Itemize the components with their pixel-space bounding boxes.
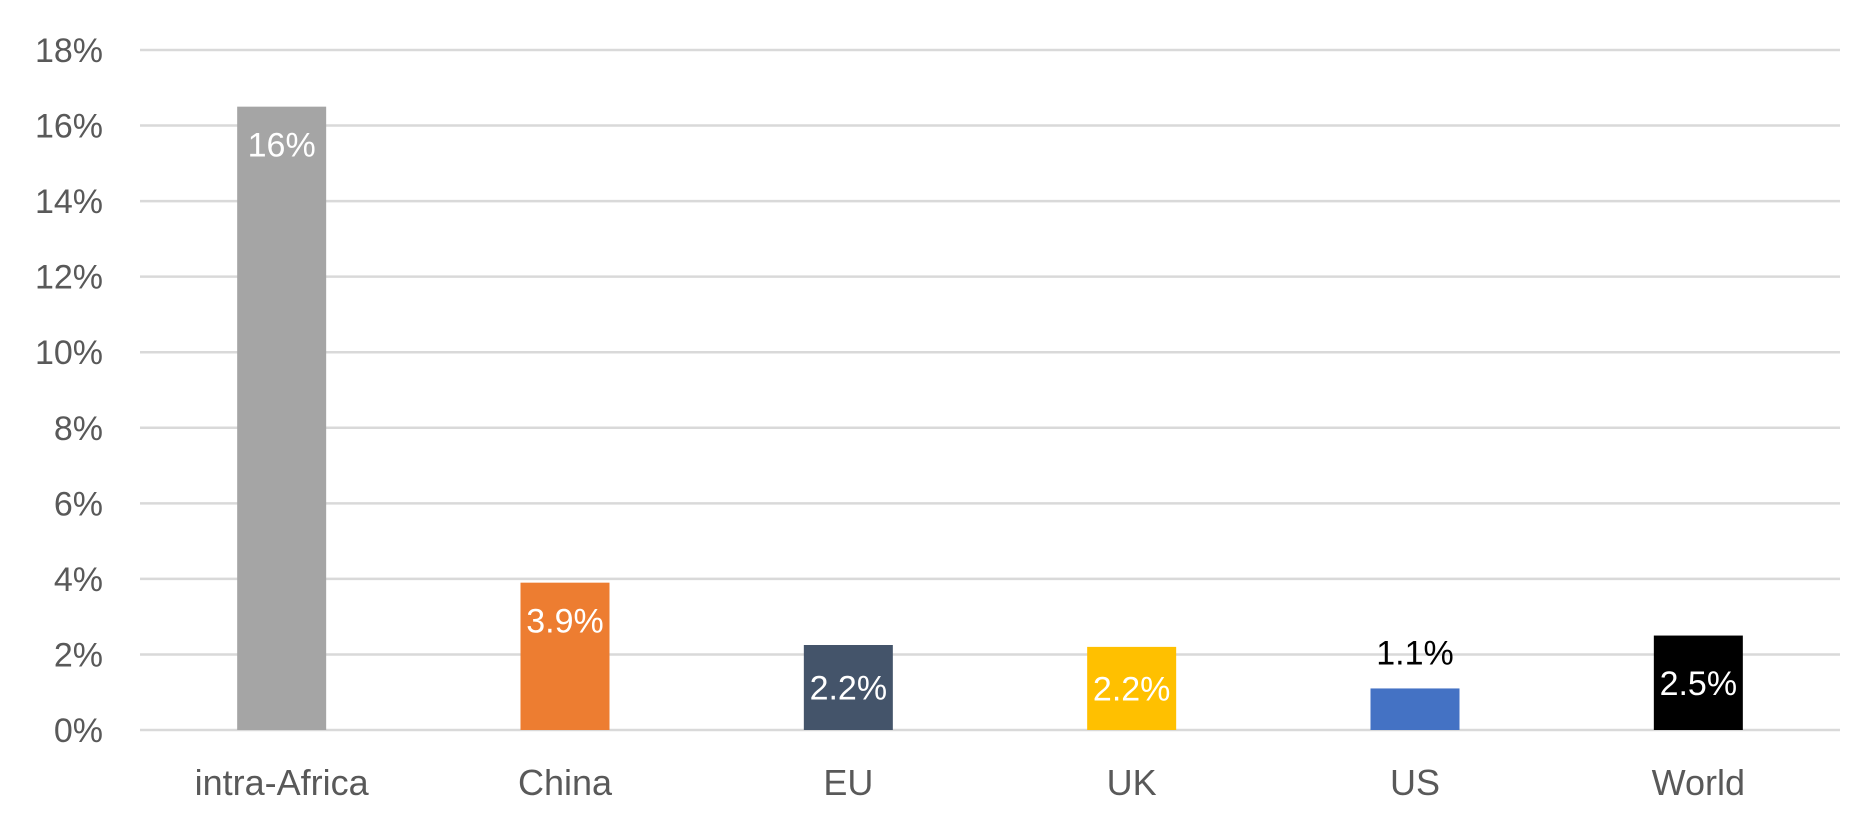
y-tick-label: 4% [54,561,103,599]
category-label: EU [823,762,873,803]
data-label: 16% [248,127,316,165]
y-tick-label: 6% [54,485,103,523]
y-tick-label: 2% [54,636,103,674]
category-label: UK [1107,762,1157,803]
data-labels: 16% 3.9% 2.2% 2.2% 1.1% 2.5% [248,127,1737,709]
bar-uk [1087,646,1177,730]
y-tick-label: 16% [35,108,103,146]
data-label: 1.1% [1376,634,1454,672]
y-tick-label: 12% [35,259,103,297]
y-tick-label: 0% [54,712,103,750]
category-label: US [1390,762,1440,803]
y-tick-label: 18% [35,32,103,70]
bar-world [1653,635,1743,730]
data-label: 2.2% [810,670,888,708]
bar-china [520,582,610,730]
bar-eu [803,645,893,730]
data-label: 2.5% [1660,665,1738,703]
data-label: 2.2% [1093,670,1171,708]
data-label: 3.9% [526,603,604,641]
category-label: World [1652,762,1745,803]
y-tick-label: 10% [35,334,103,372]
y-tick-label: 14% [35,183,103,221]
gridlines [140,48,1840,732]
x-axis-category-labels: intra-Africa China EU UK US World [195,762,1745,803]
bars [237,106,1743,730]
category-label: intra-Africa [195,762,370,803]
y-tick-label: 8% [54,410,103,448]
bar-intra-africa [237,106,327,730]
category-label: China [518,762,613,803]
y-axis-tick-labels: 0% 2% 4% 6% 8% 10% 12% 14% 16% 18% [35,32,103,750]
bar-us [1370,688,1460,730]
